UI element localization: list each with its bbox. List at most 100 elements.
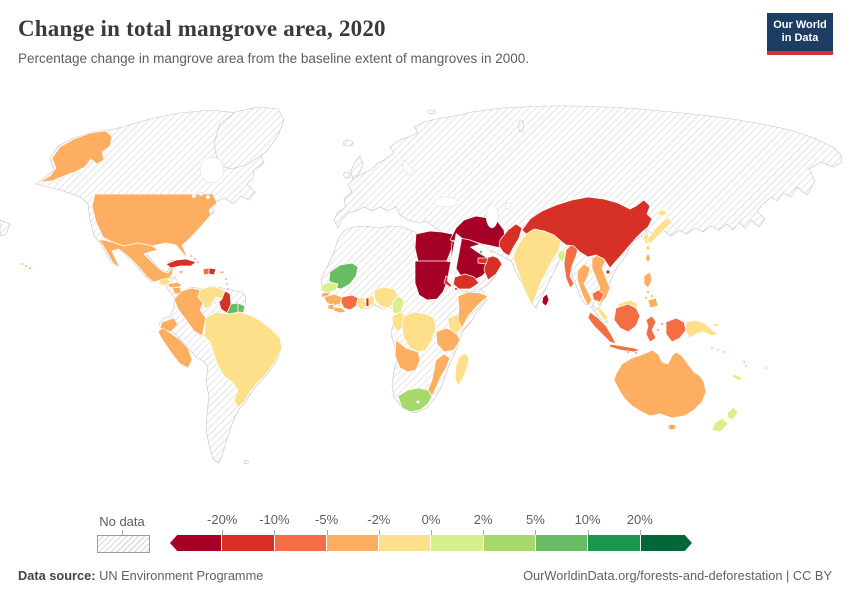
map-legend: No data -20% -10% -5% -2% 0% 2% 5% 10% 20% (0, 508, 850, 558)
black-sea (433, 196, 459, 208)
legend-tick-mark (274, 530, 276, 535)
no-data-tick (122, 530, 123, 535)
island-hainan[interactable] (605, 269, 611, 275)
country-cote-divoire[interactable] (340, 294, 359, 311)
country-liberia[interactable] (333, 306, 347, 314)
country-china[interactable] (521, 196, 653, 269)
country-jamaica[interactable] (178, 270, 184, 274)
legend-tick-label: -10% (259, 512, 290, 527)
legend-segment[interactable] (483, 535, 536, 551)
country-tanzania[interactable] (435, 327, 461, 353)
legend-tick-mark (639, 530, 641, 535)
caspian-sea (485, 203, 499, 229)
country-djibouti[interactable] (454, 287, 458, 291)
country-philippines[interactable] (643, 271, 659, 309)
country-thailand[interactable] (576, 263, 593, 307)
island-falklands (243, 460, 249, 464)
country-uae[interactable] (477, 257, 489, 265)
owid-link[interactable]: OurWorldinData.org/forests-and-deforesta… (523, 568, 832, 583)
legend-segment[interactable] (379, 535, 431, 551)
country-bangladesh[interactable] (557, 249, 567, 263)
islands-hawaii[interactable] (20, 262, 32, 270)
legend-tick-label: 0% (421, 512, 441, 527)
islands-vanuatu[interactable] (742, 360, 748, 368)
legend-segment[interactable] (431, 535, 483, 551)
country-new-caledonia[interactable] (731, 373, 743, 382)
data-source-line: Data source: UN Environment Programme (18, 568, 263, 583)
country-papua-new-guinea[interactable] (685, 319, 720, 339)
country-mozambique[interactable] (427, 353, 451, 397)
island-tasmania (667, 423, 677, 431)
country-sudan[interactable] (414, 260, 452, 301)
country-angola[interactable] (394, 339, 421, 373)
legend-tick-mark (483, 530, 485, 535)
country-dominican-republic[interactable] (208, 267, 217, 276)
legend-tick-label: 2% (473, 512, 493, 527)
country-cameroon[interactable] (391, 295, 405, 317)
country-benin[interactable] (368, 295, 375, 307)
no-data-label: No data (99, 514, 145, 529)
country-japan[interactable] (645, 209, 673, 251)
country-puerto-rico[interactable] (219, 270, 225, 274)
no-data-swatch[interactable] (97, 535, 150, 553)
island-ireland (343, 171, 351, 179)
legend-tick-mark (431, 530, 432, 535)
country-south-africa[interactable] (397, 387, 433, 413)
country-alaska-us[interactable] (39, 130, 113, 183)
country-sri-lanka[interactable] (541, 293, 550, 307)
legend-segment[interactable] (326, 535, 379, 551)
country-ghana[interactable] (356, 296, 367, 311)
legend-segment[interactable] (170, 535, 222, 551)
legend-segment[interactable] (640, 535, 692, 551)
country-guinea[interactable] (323, 293, 343, 307)
owid-logo-line1: Our World (773, 19, 827, 31)
legend-segment[interactable] (536, 535, 588, 551)
country-bahrain[interactable] (479, 250, 483, 254)
island-iceland (342, 139, 354, 147)
legend-tick-label: -20% (207, 512, 238, 527)
country-brazil[interactable] (203, 311, 283, 409)
country-new-zealand[interactable] (711, 406, 739, 433)
country-mexico[interactable] (97, 239, 175, 283)
country-venezuela[interactable] (197, 285, 226, 310)
country-fiji[interactable] (764, 366, 768, 370)
country-guatemala[interactable] (158, 277, 171, 287)
country-sierra-leone[interactable] (327, 303, 335, 311)
country-ecuador[interactable] (159, 317, 179, 333)
legend-segment[interactable] (222, 535, 274, 551)
island-novaya-zemlya (518, 119, 524, 133)
country-peru[interactable] (157, 327, 193, 369)
water-bodies (191, 156, 512, 288)
owid-logo[interactable]: Our World in Data (767, 13, 833, 55)
country-australia[interactable] (613, 349, 707, 431)
country-united-states[interactable] (91, 193, 218, 259)
legend-colorbar (170, 535, 692, 551)
countries (20, 130, 768, 433)
country-cambodia[interactable] (591, 289, 605, 303)
country-dr-congo[interactable] (401, 311, 437, 353)
country-togo[interactable] (365, 297, 370, 308)
country-guyana[interactable] (218, 290, 232, 314)
red-sea (446, 232, 463, 288)
country-belize[interactable] (169, 275, 173, 283)
legend-segment[interactable] (588, 535, 640, 551)
country-pakistan[interactable] (498, 223, 523, 257)
chart-footer: Data source: UN Environment Programme Ou… (18, 568, 832, 583)
island-great-britain (350, 155, 364, 181)
country-cuba[interactable] (165, 258, 197, 269)
country-colombia[interactable] (173, 287, 207, 337)
country-madagascar[interactable] (454, 352, 470, 387)
legend-segment[interactable] (274, 535, 326, 551)
country-haiti[interactable] (202, 267, 210, 276)
legend-tick-label: 5% (525, 512, 545, 527)
islands-bahamas[interactable] (189, 254, 200, 264)
country-somalia[interactable] (457, 291, 489, 329)
legend-ticks: -20% -10% -5% -2% 0% 2% 5% 10% 20% (170, 508, 692, 540)
country-taiwan[interactable] (645, 254, 651, 262)
island-svalbard (427, 109, 437, 115)
islands-solomon[interactable] (710, 346, 726, 354)
country-yemen[interactable] (452, 273, 480, 290)
country-senegal[interactable] (320, 281, 339, 294)
country-lesotho-nodata (416, 400, 420, 404)
